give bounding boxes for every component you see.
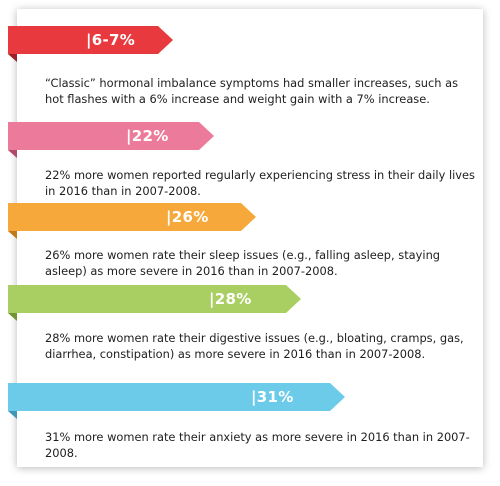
ribbon-shape [8,203,256,239]
stats-card: |6-7% “Classic” hormonal imbalance sympt… [8,9,483,467]
ribbon-shape [8,122,214,158]
ribbon-banner: |26% [8,203,256,239]
ribbon-fold [8,411,17,419]
stat-description: 31% more women rate their anxiety as mor… [45,430,470,460]
ribbon-body [8,285,301,313]
stat-description: 28% more women rate their digestive issu… [45,331,464,361]
ribbon-label: |31% [251,388,294,406]
ribbon-shape [8,26,173,62]
ribbon-body [8,383,345,411]
ribbon-fold [8,313,17,321]
ribbon-label: |28% [209,290,252,308]
ribbon-label: |22% [126,127,169,145]
ribbon-banner: |22% [8,122,214,158]
ribbon-fold [8,150,17,158]
stat-description: 22% more women reported regularly experi… [45,168,475,198]
ribbon-body [8,122,214,150]
ribbon-banner: |31% [8,383,345,419]
stat-description: “Classic” hormonal imbalance symptoms ha… [45,76,459,106]
ribbon-label: |6-7% [86,31,136,49]
ribbon-fold [8,231,17,239]
ribbon-label: |26% [166,208,209,226]
ribbon-banner: |6-7% [8,26,173,62]
ribbon-body [8,203,256,231]
ribbon-fold [8,54,17,62]
ribbon-banner: |28% [8,285,301,321]
ribbon-shape [8,383,345,419]
ribbon-shape [8,285,301,321]
stat-description: 26% more women rate their sleep issues (… [45,248,441,278]
ribbon-body [8,26,173,54]
